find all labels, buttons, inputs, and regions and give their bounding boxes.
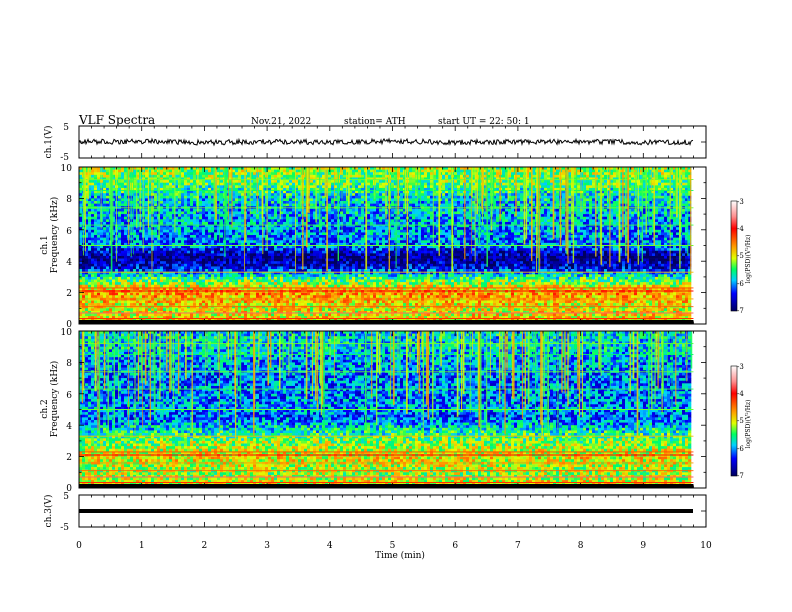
ch3-wave-tick-top: 5: [63, 492, 69, 502]
ch2-freq-tick-8: 8: [66, 359, 72, 369]
ch2-colorbar-tick-m7: -7: [737, 472, 744, 480]
ch2-colorbar-tick-m4: -4: [737, 390, 744, 398]
ch1-baseline-strip: [79, 320, 694, 324]
station-label: station= ATH: [344, 117, 406, 127]
ch1-freq-tick-4: 4: [66, 258, 72, 268]
ch2-freq-tick-2: 2: [66, 453, 72, 463]
time-tick-0: 0: [76, 541, 82, 551]
ch1-freq-tick-0: 0: [66, 320, 72, 330]
ch2-colorbar-tick-m3: -3: [737, 363, 744, 371]
ch2-colorbar-tick-m5: -5: [737, 417, 744, 425]
ch2-colorbar-tick-m6: -6: [737, 445, 744, 453]
ch1-freq-tick-6: 6: [66, 227, 72, 237]
figure-title: VLF Spectra: [78, 113, 155, 127]
ch2-spec-channel-label: ch.2: [40, 399, 50, 418]
ch1-wave-ylabel: ch.1(V): [43, 126, 54, 159]
ch3-waveform-panel: 5 -5 ch.3(V): [43, 492, 707, 533]
time-tick-6: 6: [452, 541, 458, 551]
start-time-label: start UT = 22: 50: 1: [438, 117, 530, 127]
ch1-spectrogram-panel: 10 8 6 4 2 0 ch.1 Frequency (kHz) -3 -4 …: [40, 164, 752, 330]
ch2-colorbar: [730, 365, 738, 477]
time-tick-3: 3: [264, 541, 270, 551]
ch2-spectrogram-panel: 10 8 6 4 2 0 ch.2 Frequency (kHz) -3 -4 …: [40, 328, 752, 494]
axis-tick-marks: [78, 125, 707, 528]
ch2-freq-tick-10: 10: [61, 328, 73, 338]
ch2-freq-tick-6: 6: [66, 391, 72, 401]
time-axis-label: Time (min): [375, 550, 425, 561]
ch3-wave-ylabel: ch.3(V): [43, 495, 54, 528]
time-tick-4: 4: [327, 541, 333, 551]
ch1-wave-tick-bottom: -5: [60, 153, 69, 163]
time-tick-7: 7: [515, 541, 521, 551]
ch1-waveform-trace: [78, 137, 694, 147]
ch1-freq-tick-10: 10: [61, 164, 73, 174]
time-tick-1: 1: [139, 541, 145, 551]
ch2-baseline-strip: [79, 484, 694, 488]
time-tick-10: 10: [700, 541, 712, 551]
time-tick-8: 8: [578, 541, 584, 551]
time-tick-9: 9: [640, 541, 646, 551]
ch1-colorbar-label: log(PSD)(V²/Hz): [745, 235, 752, 284]
time-tick-2: 2: [202, 541, 208, 551]
date-label: Nov.21, 2022: [251, 117, 311, 127]
ch1-colorbar-tick-m7: -7: [737, 307, 744, 315]
ch2-freq-tick-4: 4: [66, 422, 72, 432]
ch1-freq-tick-8: 8: [66, 195, 72, 205]
time-tick-5: 5: [390, 541, 396, 551]
ch1-spec-channel-label: ch.1: [40, 235, 50, 254]
ch2-freq-tick-0: 0: [66, 484, 72, 494]
ch1-spec-ylabel: Frequency (kHz): [49, 197, 60, 274]
ch2-spectrogram-image: [79, 331, 694, 488]
ch1-spectrogram-image: [79, 167, 694, 324]
ch1-freq-tick-2: 2: [66, 289, 72, 299]
ch1-colorbar-tick-m3: -3: [737, 198, 744, 206]
ch1-colorbar-tick-m5: -5: [737, 252, 744, 260]
ch1-wave-tick-top: 5: [63, 123, 69, 133]
ch2-colorbar-label: log(PSD)(V²/Hz): [745, 400, 752, 449]
ch3-wave-tick-bottom: -5: [60, 523, 69, 533]
ch2-spec-ylabel: Frequency (kHz): [49, 361, 60, 438]
time-axis: 0 1 2 3 4 5 6 7 8 9 10 Time (min): [76, 541, 712, 561]
ch1-colorbar: [730, 200, 738, 312]
ch1-colorbar-tick-m6: -6: [737, 280, 744, 288]
ch1-colorbar-tick-m4: -4: [737, 225, 744, 233]
ch1-waveform-panel: 5 -5 ch.1(V): [43, 123, 707, 163]
